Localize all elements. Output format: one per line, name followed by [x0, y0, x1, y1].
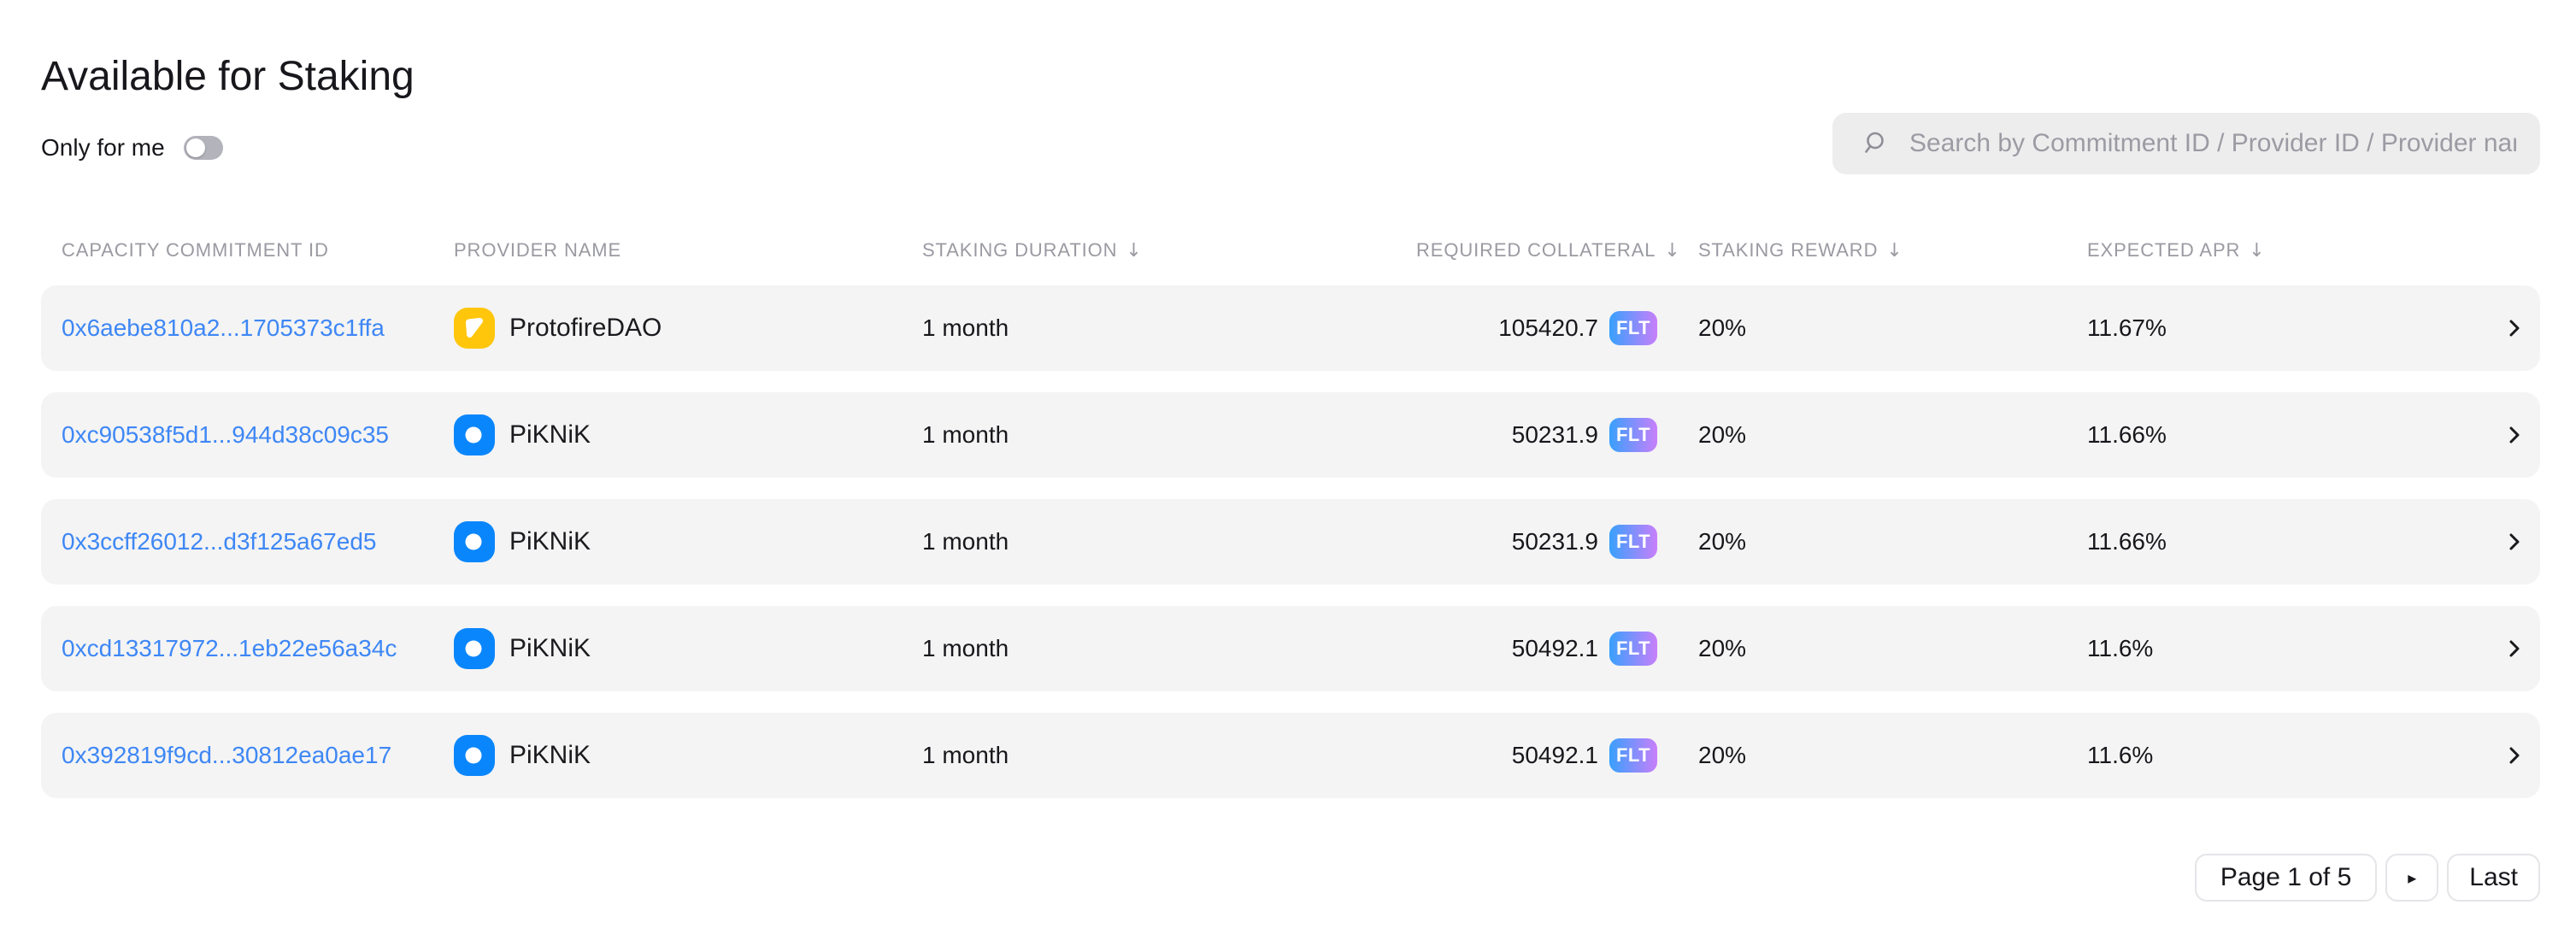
- provider-cell: PiKNiK: [454, 521, 922, 562]
- commitment-id-link[interactable]: 0xc90538f5d1...944d38c09c35: [62, 421, 389, 448]
- row-chevron-icon[interactable]: [2487, 423, 2540, 447]
- collateral-amount: 50492.1: [1511, 635, 1598, 661]
- collateral-amount: 50231.9: [1511, 421, 1598, 448]
- piknik-logo-icon: [454, 735, 495, 776]
- next-page-icon: ▸: [2408, 867, 2417, 888]
- required-collateral-cell: 50231.9 FLT: [1416, 418, 1698, 452]
- staking-duration-value: 1 month: [922, 635, 1009, 661]
- table-row[interactable]: 0xc90538f5d1...944d38c09c35 PiKNiK 1 month…: [41, 392, 2540, 478]
- table-row[interactable]: 0x392819f9cd...30812ea0ae17 PiKNiK 1 month…: [41, 713, 2540, 798]
- staking-page: Available for Staking Only for me CAPACI…: [0, 55, 2576, 952]
- only-for-me-toggle[interactable]: [183, 136, 223, 160]
- staking-reward-value: 20%: [1698, 528, 1747, 555]
- piknik-logo-icon: [454, 521, 495, 562]
- expected-apr-value: 11.6%: [2087, 742, 2154, 768]
- expected-apr-value: 11.66%: [2087, 421, 2167, 448]
- commitment-id-cell: 0x6aebe810a2...1705373c1ffa: [41, 314, 454, 342]
- only-for-me-label: Only for me: [41, 134, 165, 161]
- collateral-amount: 105420.7: [1498, 314, 1598, 341]
- flt-token-badge: FLT: [1609, 525, 1657, 559]
- expected-apr-value: 11.66%: [2087, 528, 2167, 555]
- table-row[interactable]: 0x3ccff26012...d3f125a67ed5 PiKNiK 1 month…: [41, 499, 2540, 585]
- only-for-me-filter: Only for me: [41, 134, 2540, 161]
- column-header-expected-apr[interactable]: EXPECTED APR ↓: [2087, 239, 2487, 262]
- staking-reward-value: 20%: [1698, 421, 1747, 448]
- provider-cell: ProtofireDAO: [454, 308, 922, 349]
- staking-reward-value: 20%: [1698, 314, 1747, 341]
- search-icon: [1865, 132, 1884, 153]
- provider-cell: PiKNiK: [454, 735, 922, 776]
- required-collateral-cell: 50492.1 FLT: [1416, 738, 1698, 773]
- last-page-button[interactable]: Last: [2447, 854, 2540, 902]
- provider-cell: PiKNiK: [454, 414, 922, 455]
- provider-name: PiKNiK: [509, 634, 591, 662]
- flt-token-badge: FLT: [1609, 311, 1657, 345]
- column-header-required-collateral[interactable]: REQUIRED COLLATERAL ↓: [1416, 239, 1698, 262]
- piknik-logo-icon: [454, 414, 495, 455]
- provider-name: PiKNiK: [509, 741, 591, 769]
- commitment-id-link[interactable]: 0xcd13317972...1eb22e56a34c: [62, 635, 397, 661]
- flt-token-badge: FLT: [1609, 632, 1657, 666]
- expected-apr-value: 11.67%: [2087, 314, 2167, 341]
- staking-duration-value: 1 month: [922, 421, 1009, 448]
- column-label: STAKING REWARD: [1698, 239, 1879, 261]
- provider-cell: PiKNiK: [454, 628, 922, 669]
- column-label: PROVIDER NAME: [454, 239, 622, 261]
- search-input[interactable]: [1909, 129, 2516, 158]
- page-title: Available for Staking: [41, 54, 415, 99]
- flt-token-badge: FLT: [1609, 418, 1657, 452]
- staking-reward-value: 20%: [1698, 635, 1747, 661]
- commitment-id-cell: 0x392819f9cd...30812ea0ae17: [41, 742, 454, 769]
- required-collateral-cell: 50492.1 FLT: [1416, 632, 1698, 666]
- commitment-id-cell: 0xcd13317972...1eb22e56a34c: [41, 635, 454, 662]
- commitment-id-link[interactable]: 0x3ccff26012...d3f125a67ed5: [62, 528, 377, 555]
- page-indicator-button[interactable]: Page 1 of 5: [2194, 854, 2378, 902]
- piknik-logo-icon: [454, 628, 495, 669]
- provider-name: PiKNiK: [509, 420, 591, 449]
- row-chevron-icon[interactable]: [2487, 316, 2540, 340]
- row-chevron-icon[interactable]: [2487, 530, 2540, 554]
- toggle-knob: [185, 138, 205, 157]
- table-body: 0x6aebe810a2...1705373c1ffa ProtofireDAO 1…: [41, 285, 2540, 798]
- sort-desc-icon: ↓: [2249, 239, 2266, 262]
- sort-desc-icon: ↓: [1886, 239, 1903, 262]
- column-header-provider-name: PROVIDER NAME: [454, 239, 922, 262]
- staking-duration-value: 1 month: [922, 528, 1009, 555]
- required-collateral-cell: 50231.9 FLT: [1416, 525, 1698, 559]
- staking-reward-value: 20%: [1698, 742, 1747, 768]
- column-header-capacity-commitment-id: CAPACITY COMMITMENT ID: [41, 239, 454, 262]
- expected-apr-value: 11.6%: [2087, 635, 2154, 661]
- column-label: CAPACITY COMMITMENT ID: [62, 239, 329, 261]
- row-chevron-icon[interactable]: [2487, 743, 2540, 767]
- collateral-amount: 50231.9: [1511, 528, 1598, 555]
- table-header: CAPACITY COMMITMENT ID PROVIDER NAME STAKI…: [41, 238, 2540, 263]
- provider-name: PiKNiK: [509, 527, 591, 555]
- staking-duration-value: 1 month: [922, 742, 1009, 768]
- column-header-staking-duration[interactable]: STAKING DURATION ↓: [922, 239, 1416, 262]
- table-row[interactable]: 0xcd13317972...1eb22e56a34c PiKNiK 1 month…: [41, 606, 2540, 691]
- commitment-id-link[interactable]: 0x6aebe810a2...1705373c1ffa: [62, 314, 385, 341]
- protofire-logo-icon: [454, 308, 495, 349]
- sort-desc-icon: ↓: [1664, 239, 1681, 262]
- search-box: [1832, 113, 2540, 174]
- sort-desc-icon: ↓: [1126, 239, 1143, 262]
- commitment-id-cell: 0x3ccff26012...d3f125a67ed5: [41, 528, 454, 555]
- column-header-staking-reward[interactable]: STAKING REWARD ↓: [1698, 239, 2087, 262]
- commitment-id-link[interactable]: 0x392819f9cd...30812ea0ae17: [62, 742, 392, 768]
- required-collateral-cell: 105420.7 FLT: [1416, 311, 1698, 345]
- column-label: STAKING DURATION: [922, 239, 1118, 261]
- provider-name: ProtofireDAO: [509, 314, 662, 342]
- next-page-button[interactable]: ▸: [2385, 854, 2439, 902]
- table-row[interactable]: 0x6aebe810a2...1705373c1ffa ProtofireDAO 1…: [41, 285, 2540, 371]
- row-chevron-icon[interactable]: [2487, 637, 2540, 661]
- column-label: EXPECTED APR: [2087, 239, 2241, 261]
- pagination: Page 1 of 5 ▸ Last: [41, 854, 2540, 902]
- collateral-amount: 50492.1: [1511, 742, 1598, 768]
- flt-token-badge: FLT: [1609, 738, 1657, 773]
- commitment-id-cell: 0xc90538f5d1...944d38c09c35: [41, 421, 454, 449]
- column-label: REQUIRED COLLATERAL: [1416, 239, 1656, 261]
- staking-duration-value: 1 month: [922, 314, 1009, 341]
